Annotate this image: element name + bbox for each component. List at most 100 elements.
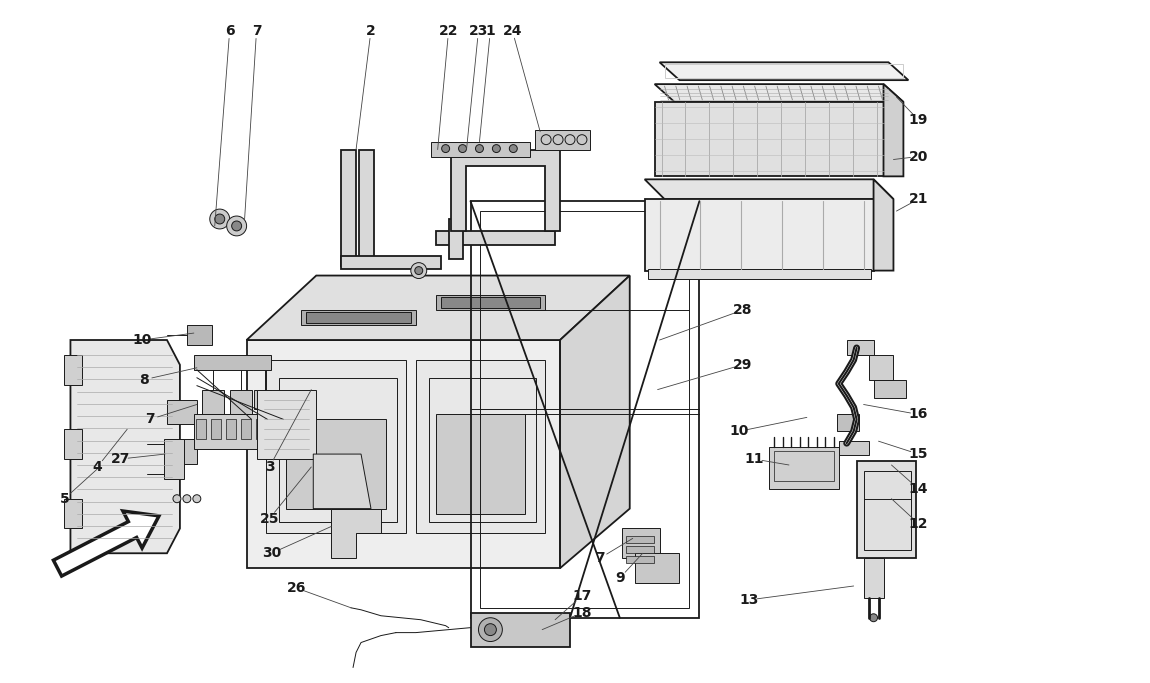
Text: 29: 29 bbox=[733, 358, 752, 372]
Polygon shape bbox=[448, 219, 462, 259]
Circle shape bbox=[227, 216, 246, 236]
Text: 14: 14 bbox=[908, 482, 928, 496]
Polygon shape bbox=[838, 441, 868, 455]
Polygon shape bbox=[883, 84, 904, 176]
Polygon shape bbox=[306, 312, 411, 323]
Polygon shape bbox=[635, 553, 680, 583]
Polygon shape bbox=[301, 310, 416, 325]
Text: 5: 5 bbox=[60, 492, 69, 505]
Circle shape bbox=[459, 145, 467, 152]
Polygon shape bbox=[194, 415, 271, 449]
Polygon shape bbox=[451, 150, 560, 231]
Polygon shape bbox=[240, 419, 251, 439]
Text: 1: 1 bbox=[485, 23, 496, 38]
Polygon shape bbox=[626, 536, 653, 544]
Text: 28: 28 bbox=[733, 303, 752, 318]
Polygon shape bbox=[167, 439, 197, 464]
Text: 12: 12 bbox=[908, 516, 928, 531]
Polygon shape bbox=[470, 613, 570, 647]
Circle shape bbox=[193, 494, 201, 503]
Text: 10: 10 bbox=[729, 424, 749, 438]
Text: 22: 22 bbox=[439, 23, 459, 38]
Polygon shape bbox=[660, 62, 908, 80]
Polygon shape bbox=[431, 141, 530, 156]
Polygon shape bbox=[331, 509, 381, 558]
Circle shape bbox=[231, 221, 241, 231]
Circle shape bbox=[209, 209, 230, 229]
Polygon shape bbox=[874, 180, 894, 270]
Polygon shape bbox=[64, 355, 83, 385]
Circle shape bbox=[183, 494, 191, 503]
Polygon shape bbox=[846, 340, 874, 355]
Circle shape bbox=[172, 494, 181, 503]
FancyArrow shape bbox=[53, 511, 159, 576]
Polygon shape bbox=[654, 84, 904, 102]
Polygon shape bbox=[64, 430, 83, 459]
Polygon shape bbox=[255, 419, 266, 439]
Text: 21: 21 bbox=[908, 192, 928, 206]
Circle shape bbox=[442, 145, 450, 152]
Text: 26: 26 bbox=[286, 581, 306, 595]
Polygon shape bbox=[645, 180, 894, 199]
Polygon shape bbox=[167, 400, 197, 424]
Circle shape bbox=[475, 145, 483, 152]
Polygon shape bbox=[359, 150, 374, 261]
Polygon shape bbox=[196, 419, 206, 439]
Text: 20: 20 bbox=[908, 150, 928, 163]
Text: 24: 24 bbox=[503, 23, 522, 38]
Polygon shape bbox=[436, 231, 555, 245]
Polygon shape bbox=[342, 255, 440, 268]
Polygon shape bbox=[857, 461, 917, 558]
Text: 7: 7 bbox=[252, 23, 261, 38]
Polygon shape bbox=[416, 360, 545, 533]
Polygon shape bbox=[560, 275, 630, 568]
Polygon shape bbox=[210, 419, 221, 439]
Polygon shape bbox=[837, 415, 859, 431]
Polygon shape bbox=[645, 199, 874, 270]
Polygon shape bbox=[64, 499, 83, 529]
Text: 2: 2 bbox=[366, 23, 376, 38]
Text: 10: 10 bbox=[132, 333, 152, 347]
Text: 25: 25 bbox=[260, 512, 279, 525]
Text: 3: 3 bbox=[264, 460, 275, 474]
Circle shape bbox=[411, 263, 427, 279]
Circle shape bbox=[869, 614, 877, 622]
Text: 11: 11 bbox=[744, 452, 764, 466]
Polygon shape bbox=[225, 419, 236, 439]
Text: 17: 17 bbox=[573, 589, 591, 603]
Text: 9: 9 bbox=[615, 571, 624, 585]
Polygon shape bbox=[868, 355, 894, 380]
Circle shape bbox=[478, 617, 503, 641]
Polygon shape bbox=[654, 102, 883, 176]
Polygon shape bbox=[70, 340, 179, 553]
Text: 16: 16 bbox=[908, 407, 928, 421]
Polygon shape bbox=[313, 454, 371, 509]
Polygon shape bbox=[647, 268, 871, 279]
Polygon shape bbox=[164, 439, 184, 479]
Text: 19: 19 bbox=[908, 113, 928, 127]
Polygon shape bbox=[267, 360, 406, 533]
Polygon shape bbox=[436, 295, 545, 310]
Text: 7: 7 bbox=[145, 413, 155, 426]
Polygon shape bbox=[535, 130, 590, 150]
Polygon shape bbox=[436, 415, 526, 514]
Polygon shape bbox=[874, 380, 906, 398]
Text: 6: 6 bbox=[225, 23, 235, 38]
Polygon shape bbox=[626, 546, 653, 553]
Text: 18: 18 bbox=[573, 606, 592, 619]
Polygon shape bbox=[246, 275, 630, 340]
Polygon shape bbox=[256, 389, 316, 459]
Text: 13: 13 bbox=[739, 593, 759, 607]
Circle shape bbox=[492, 145, 500, 152]
Circle shape bbox=[215, 214, 224, 224]
Polygon shape bbox=[286, 419, 386, 509]
Circle shape bbox=[509, 145, 518, 152]
Text: 7: 7 bbox=[595, 551, 605, 566]
Polygon shape bbox=[246, 340, 560, 568]
Text: 23: 23 bbox=[469, 23, 488, 38]
Polygon shape bbox=[194, 355, 271, 370]
Circle shape bbox=[484, 624, 497, 636]
Circle shape bbox=[415, 266, 423, 275]
Text: 8: 8 bbox=[139, 373, 150, 387]
Text: 15: 15 bbox=[908, 447, 928, 461]
